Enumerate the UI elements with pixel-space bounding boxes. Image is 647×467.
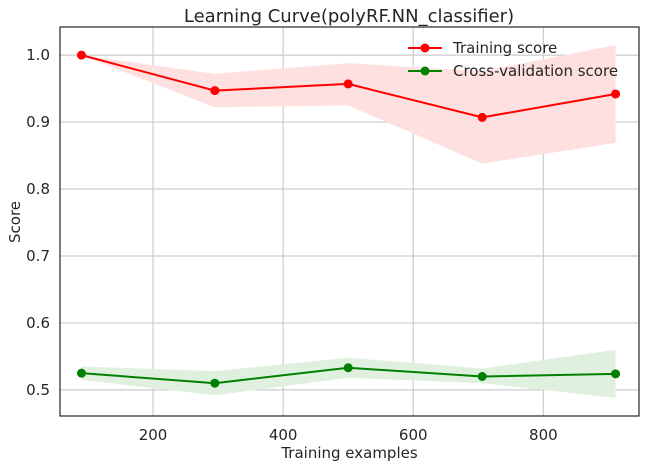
y-tick-label: 1.0 bbox=[26, 46, 50, 64]
y-tick-label: 0.9 bbox=[26, 113, 50, 131]
y-axis-label: Score bbox=[6, 201, 24, 243]
x-axis-ticks: 200 400 600 800 bbox=[139, 426, 558, 444]
series-0-point bbox=[343, 79, 353, 89]
series-0-band bbox=[81, 45, 616, 164]
series-1-point bbox=[76, 368, 86, 378]
y-tick-label: 0.6 bbox=[26, 314, 50, 332]
x-tick-label: 200 bbox=[139, 426, 168, 444]
series-0-point bbox=[76, 50, 86, 60]
x-tick-label: 800 bbox=[529, 426, 558, 444]
x-tick-label: 400 bbox=[269, 426, 298, 444]
y-tick-label: 0.8 bbox=[26, 180, 50, 198]
series-1-point bbox=[477, 371, 487, 381]
series-1-band bbox=[81, 349, 616, 398]
x-tick-label: 600 bbox=[399, 426, 428, 444]
plot-frame bbox=[59, 26, 640, 417]
y-axis-ticks: 0.5 0.6 0.7 0.8 0.9 1.0 bbox=[26, 46, 50, 399]
confidence-bands bbox=[81, 45, 616, 398]
series-0-point bbox=[210, 86, 220, 96]
legend-label: Training score bbox=[452, 39, 557, 57]
series-1-point bbox=[210, 378, 220, 388]
y-tick-label: 0.7 bbox=[26, 247, 50, 265]
legend-swatch-marker bbox=[420, 66, 430, 76]
legend: Training score Cross-validation score bbox=[408, 39, 618, 80]
chart-title: Learning Curve(polyRF.NN_classifier) bbox=[184, 6, 514, 27]
series-0-point bbox=[611, 89, 621, 99]
series-markers bbox=[76, 50, 621, 388]
series-0-point bbox=[477, 112, 487, 122]
series-1-point bbox=[611, 369, 621, 379]
y-tick-label: 0.5 bbox=[26, 381, 50, 399]
series-1-point bbox=[343, 363, 353, 373]
x-axis-label: Training examples bbox=[280, 444, 418, 462]
legend-label: Cross-validation score bbox=[453, 62, 618, 80]
legend-swatch-marker bbox=[420, 43, 430, 53]
